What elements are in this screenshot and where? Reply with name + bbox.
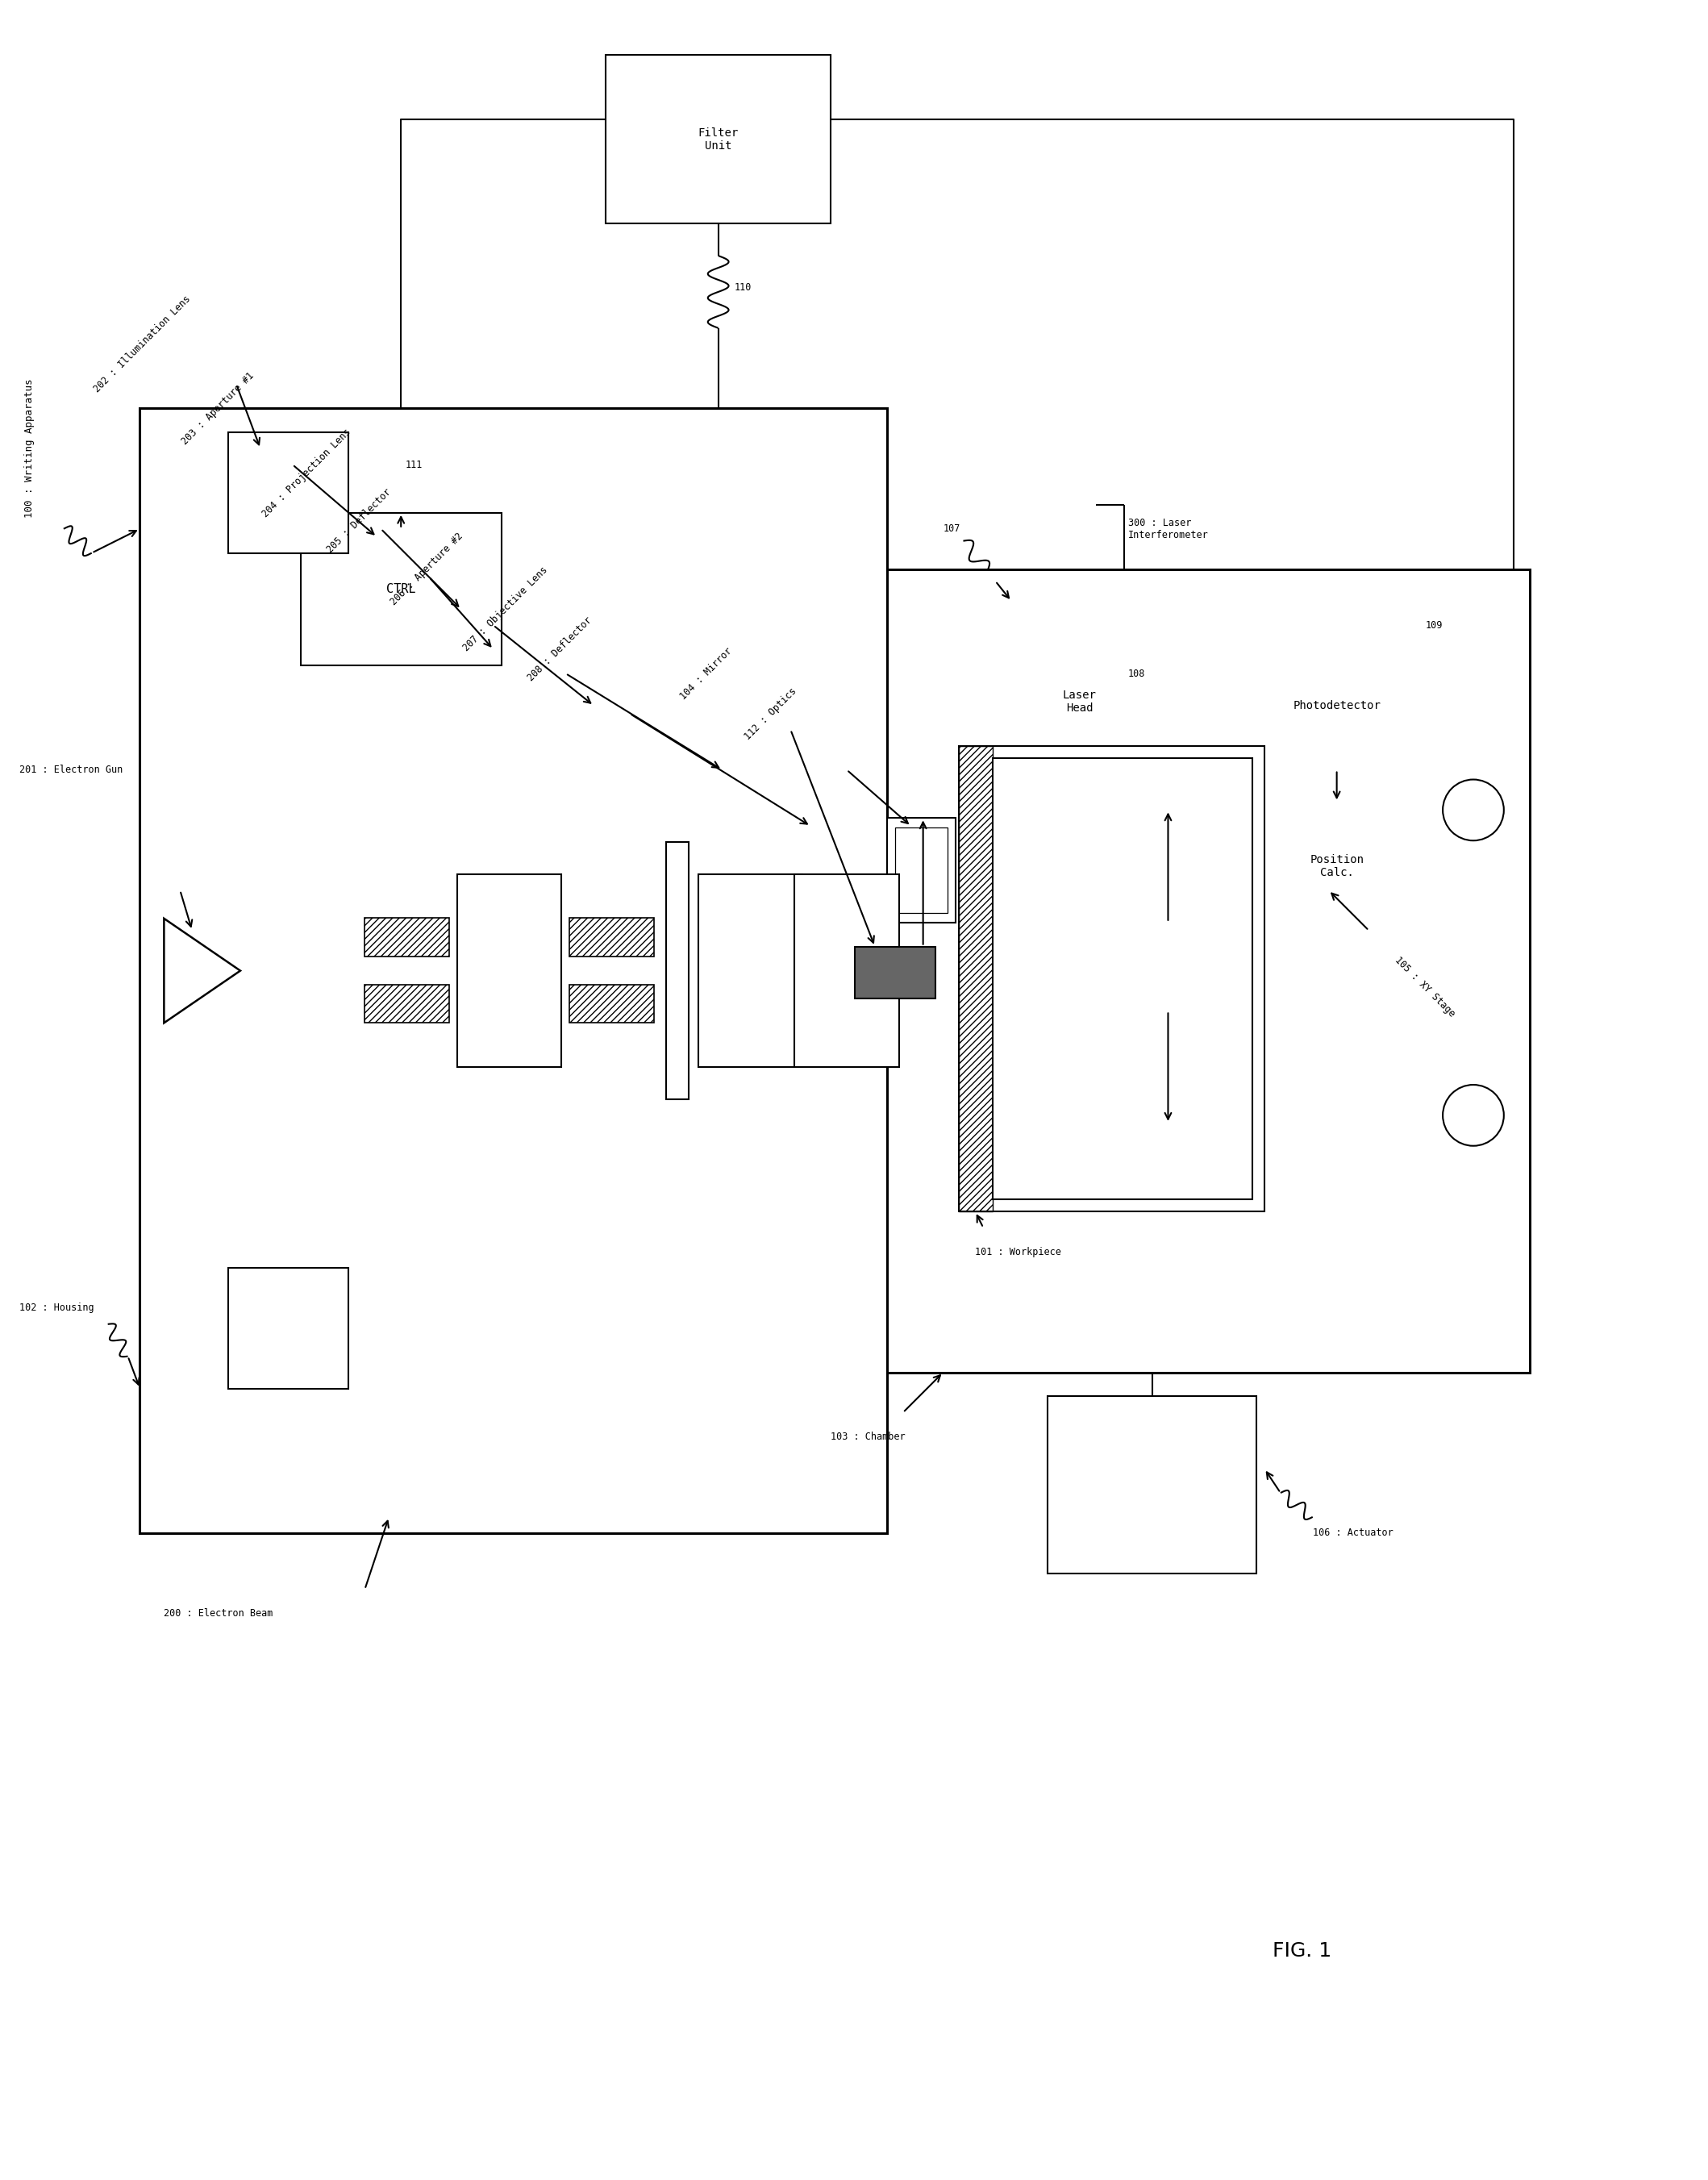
Bar [1047,1397,1257,1574]
Text: Filter
Unit: Filter Unit [699,126,738,150]
Bar [886,818,955,922]
Bar [570,918,654,957]
Text: Position
Calc.: Position Calc. [1310,855,1363,879]
Text: 110: 110 [734,283,752,292]
Bar [699,874,803,1066]
Text: 107: 107 [943,523,960,534]
Text: 204 : Projection Lens: 204 : Projection Lens [260,427,354,519]
Bar [301,512,502,665]
Bar [666,841,688,1099]
Bar [229,1269,348,1389]
Bar [895,828,948,913]
Bar [570,985,654,1022]
Text: 208 : Deflector: 208 : Deflector [526,615,594,685]
Text: 100 : Writing Apparatus: 100 : Writing Apparatus [24,379,34,519]
Text: 206 : Aperture #2: 206 : Aperture #2 [389,530,465,608]
Bar [140,408,886,1533]
Bar [854,946,934,998]
Bar [975,602,1184,802]
Text: 104 : Mirror: 104 : Mirror [678,645,734,702]
Text: 203 : Aperture #1: 203 : Aperture #1 [179,371,256,447]
Text: CTRL: CTRL [386,582,415,595]
Text: 207 : Objective Lens: 207 : Objective Lens [461,565,550,654]
Text: 102 : Housing: 102 : Housing [19,1304,94,1312]
Bar [1216,641,1457,770]
Bar [458,874,562,1066]
Text: 202 : Illumination Lens: 202 : Illumination Lens [92,294,193,395]
Bar [606,55,830,225]
Text: Laser
Head: Laser Head [1062,689,1097,713]
Text: 111: 111 [405,460,422,471]
Text: Photodetector: Photodetector [1293,700,1380,711]
Text: FIG. 1: FIG. 1 [1272,1940,1332,1960]
Text: 205 : Deflector: 205 : Deflector [325,486,393,556]
Text: 109: 109 [1424,619,1442,630]
Bar [960,746,992,1212]
Text: 108: 108 [1127,669,1144,678]
Text: 101 : Workpiece: 101 : Workpiece [975,1247,1061,1258]
Text: 201 : Electron Gun: 201 : Electron Gun [19,765,123,776]
Bar [1216,802,1457,931]
Bar [366,918,449,957]
Text: 105 : XY Stage: 105 : XY Stage [1394,955,1457,1018]
Bar [366,985,449,1022]
Bar [992,759,1252,1199]
Bar [886,569,1530,1373]
Text: 200 : Electron Beam: 200 : Electron Beam [164,1609,273,1618]
Bar [960,746,1264,1212]
Text: 103 : Chamber: 103 : Chamber [830,1432,905,1441]
Text: 300 : Laser
Interferometer: 300 : Laser Interferometer [1127,517,1208,541]
Text: 106 : Actuator: 106 : Actuator [1313,1528,1394,1539]
Polygon shape [164,918,241,1022]
Text: 112 : Optics: 112 : Optics [743,685,799,741]
Bar [229,432,348,554]
Bar [794,874,898,1066]
